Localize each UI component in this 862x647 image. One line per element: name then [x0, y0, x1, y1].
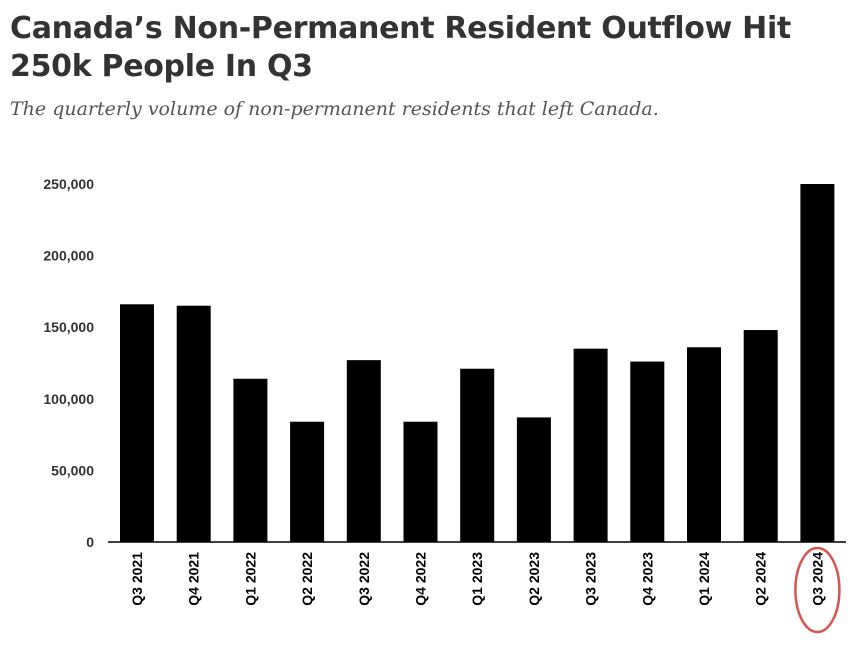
x-tick-label: Q3 2024 [809, 552, 825, 606]
x-tick-label: Q2 2023 [526, 552, 542, 606]
y-tick-label: 100,000 [43, 391, 94, 407]
x-tick-label: Q1 2023 [469, 552, 485, 606]
x-tick-label: Q4 2021 [186, 552, 202, 606]
bar [687, 347, 721, 542]
x-tick-label: Q2 2024 [753, 552, 769, 606]
bar [800, 184, 835, 542]
chart-title: Canada’s Non-Permanent Resident Outflow … [10, 11, 791, 84]
bar [290, 421, 325, 542]
bar [403, 421, 438, 542]
x-tick-label: Q3 2023 [583, 552, 599, 606]
bar [176, 305, 211, 542]
x-tick-label: Q1 2022 [242, 552, 258, 606]
x-tick-label: Q4 2023 [639, 552, 655, 606]
y-tick-label: 50,000 [51, 462, 94, 478]
bar [743, 330, 778, 542]
bar [516, 417, 551, 542]
bar [573, 348, 608, 542]
chart-subtitle: The quarterly volume of non-permanent re… [10, 98, 659, 120]
y-tick-label: 250,000 [43, 176, 94, 192]
bar [120, 304, 154, 542]
bar [346, 360, 381, 542]
highlight-circle [794, 546, 841, 634]
x-tick-label: Q1 2024 [696, 552, 712, 606]
bar [233, 378, 268, 542]
y-tick-label: 150,000 [43, 319, 94, 335]
y-tick-label: 200,000 [43, 248, 94, 264]
x-tick-label: Q3 2022 [356, 552, 372, 606]
x-tick-label: Q2 2022 [299, 552, 315, 606]
bar [460, 368, 495, 542]
x-tick-label: Q3 2021 [129, 552, 145, 606]
bar [630, 361, 665, 542]
y-tick-label: 0 [86, 534, 94, 550]
x-tick-label: Q4 2022 [413, 552, 429, 606]
